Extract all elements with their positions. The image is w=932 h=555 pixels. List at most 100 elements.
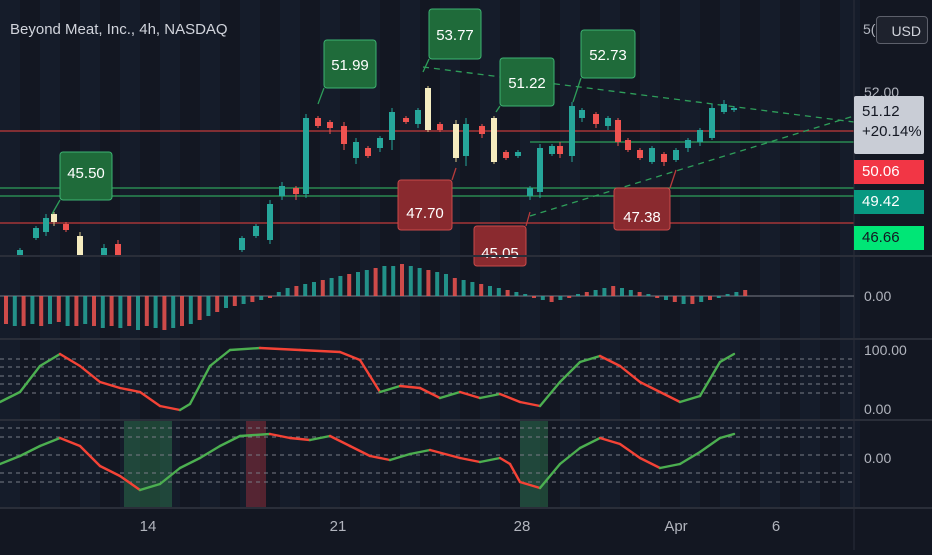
histogram-bar <box>637 292 642 296</box>
histogram-bar <box>206 296 211 316</box>
candle <box>353 138 359 164</box>
price-level-2: 49.42 <box>854 190 924 214</box>
oscillator1-line <box>0 346 736 412</box>
price-level-3: 46.66 <box>854 226 924 250</box>
osc2-zero-label: 0.00 <box>864 450 892 466</box>
histogram-bar <box>681 296 686 304</box>
histogram-bar <box>549 296 554 302</box>
histogram-bar <box>153 296 158 328</box>
histogram-bar <box>382 266 387 296</box>
histogram-bar <box>364 270 369 296</box>
candle <box>685 138 691 152</box>
histogram-bar <box>725 294 730 296</box>
scale-partial-label: 5( <box>863 21 876 37</box>
candle <box>731 106 737 112</box>
candle <box>389 108 395 150</box>
histogram-bar <box>39 296 44 326</box>
histogram-bar <box>329 278 334 296</box>
histogram-bar <box>488 286 492 296</box>
callout-label: 45.50 <box>67 165 105 182</box>
histogram-bar <box>620 288 624 296</box>
price-callout-low: 47.38 <box>613 169 677 231</box>
callout-label: 51.22 <box>508 75 546 92</box>
histogram-zero-label: 0.00 <box>864 288 892 304</box>
histogram-bar <box>664 296 668 300</box>
histogram-bar <box>118 296 123 328</box>
histogram-bar <box>162 296 167 330</box>
histogram-bar <box>400 264 404 296</box>
histogram-bar <box>92 296 96 326</box>
candle <box>515 150 521 158</box>
candle <box>51 212 57 226</box>
histogram-bar <box>4 296 8 324</box>
candle <box>721 100 727 114</box>
candle <box>557 142 563 158</box>
histogram-bar <box>100 296 105 328</box>
histogram-bar <box>180 296 184 326</box>
currency-button[interactable]: USD <box>876 16 928 44</box>
histogram-bar <box>584 292 589 296</box>
candle <box>625 138 631 152</box>
candle <box>615 118 621 146</box>
x-label-apr: Apr <box>664 518 688 535</box>
histogram-bar <box>576 294 580 296</box>
histogram-bar <box>144 296 149 326</box>
histogram-bar <box>655 296 660 298</box>
histogram-bar <box>461 280 466 296</box>
histogram-bar <box>523 294 528 296</box>
candle <box>17 248 23 256</box>
histogram-bar <box>540 296 545 300</box>
histogram-bar <box>109 296 114 326</box>
histogram-bar <box>628 290 633 296</box>
candle <box>649 146 655 164</box>
candle <box>593 112 599 128</box>
candle <box>605 116 611 130</box>
histogram-bar <box>558 296 563 300</box>
candle <box>63 222 69 232</box>
histogram-bar <box>136 296 140 330</box>
candle <box>377 136 383 152</box>
symbol-title[interactable]: Beyond Meat, Inc., 4h, NASDAQ <box>10 21 228 38</box>
histogram-bar <box>593 290 598 296</box>
candle <box>491 116 497 164</box>
histogram-bar <box>426 270 431 296</box>
histogram-bar <box>285 288 290 296</box>
price-callout-high: 45.50 <box>51 151 113 215</box>
histogram-bar <box>338 276 343 296</box>
histogram-bar <box>505 290 510 296</box>
histogram-bar <box>496 288 501 296</box>
histogram-bar <box>646 294 651 296</box>
histogram-bar <box>259 296 264 300</box>
candle <box>425 86 431 132</box>
histogram-bar <box>743 290 748 296</box>
shade-green-1 <box>124 421 172 507</box>
candle <box>267 200 273 244</box>
trend-line-lower <box>529 115 855 217</box>
price-callout-high: 51.22 <box>495 57 555 113</box>
price-level-1: 50.06 <box>854 160 924 184</box>
histogram-bar <box>347 274 352 296</box>
histogram-bar <box>708 296 712 300</box>
candle <box>661 152 667 166</box>
histogram-bar <box>171 296 176 328</box>
price-callout-low: 47.70 <box>397 167 457 231</box>
histogram-bar <box>215 296 220 312</box>
histogram-bar <box>532 296 536 298</box>
x-label-21: 21 <box>329 518 347 535</box>
histogram-bar <box>690 296 695 304</box>
shade-red <box>246 421 266 507</box>
candle <box>549 144 555 156</box>
candle <box>673 148 679 162</box>
candle <box>43 214 49 236</box>
current-price-box: 51.12 +20.14% <box>854 96 924 154</box>
histogram-bar <box>356 272 360 296</box>
price-callout-high: 53.77 <box>422 8 482 73</box>
candle <box>437 122 443 132</box>
histogram-bar <box>408 266 413 296</box>
candle <box>33 226 39 240</box>
histogram-bar <box>30 296 35 324</box>
candle <box>403 116 409 124</box>
histogram-bar <box>391 266 396 296</box>
